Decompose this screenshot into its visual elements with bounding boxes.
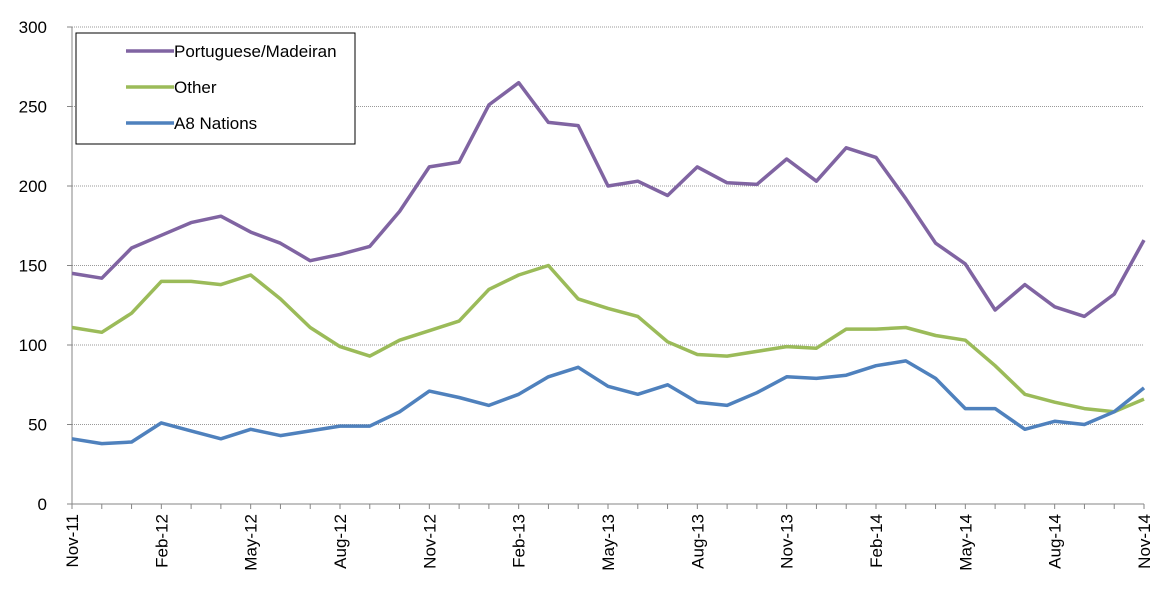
legend-box <box>75 32 356 145</box>
data-line <box>71 80 1146 319</box>
legend-label: Portuguese/Madeiran <box>174 42 337 61</box>
x-tick-label: Aug-12 <box>331 514 350 569</box>
y-tick-label: 50 <box>28 416 47 435</box>
y-tick-label: 100 <box>19 336 47 355</box>
y-tick-label: 150 <box>19 257 47 276</box>
x-tick-label: Nov-11 <box>63 514 82 568</box>
y-tick-label: 250 <box>19 98 47 117</box>
y-tick-label: 0 <box>38 495 47 514</box>
legend-label: A8 Nations <box>174 114 257 133</box>
x-tick-label: May-14 <box>956 514 975 571</box>
legend-label: Other <box>174 78 217 97</box>
x-tick-label: Aug-13 <box>688 514 707 569</box>
y-tick-label: 200 <box>19 177 47 196</box>
x-tick-label: Aug-14 <box>1046 514 1065 569</box>
data-line <box>71 359 1146 446</box>
x-tick-label: Feb-14 <box>867 514 886 568</box>
y-tick-label: 300 <box>19 18 47 37</box>
x-tick-label: May-12 <box>242 514 261 571</box>
x-tick-label: Nov-14 <box>1135 514 1150 569</box>
data-line <box>71 263 1145 414</box>
x-tick-label: May-13 <box>599 514 618 571</box>
x-tick-label: Feb-12 <box>152 514 171 568</box>
x-tick-label: Nov-12 <box>420 514 439 569</box>
x-tick-label: Feb-13 <box>510 514 529 568</box>
x-tick-label: Nov-13 <box>778 514 797 569</box>
